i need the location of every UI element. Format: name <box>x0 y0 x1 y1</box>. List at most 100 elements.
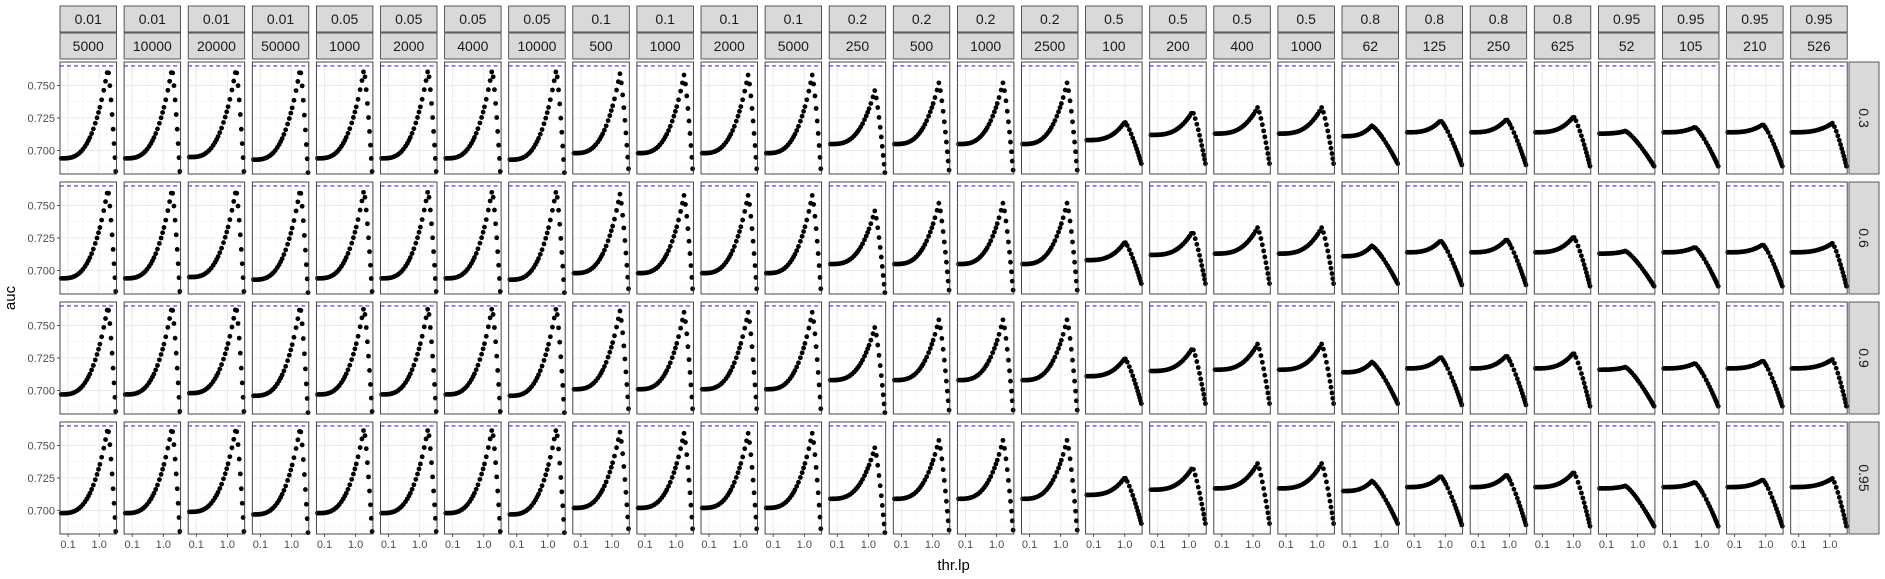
data-point <box>219 125 224 131</box>
data-point <box>239 500 245 506</box>
column-strip-bottom <box>508 32 566 60</box>
data-point <box>1507 122 1513 127</box>
data-point <box>353 104 359 110</box>
data-point <box>541 121 547 127</box>
data-point <box>355 454 361 460</box>
data-point <box>235 203 241 209</box>
facet-panel <box>635 421 696 535</box>
data-point <box>1829 357 1835 362</box>
data-point <box>369 169 375 174</box>
data-point <box>173 232 179 238</box>
facet-panel <box>763 421 824 535</box>
column-strip-top <box>251 5 310 33</box>
data-point <box>215 134 221 140</box>
data-point <box>941 119 947 125</box>
data-point <box>880 392 886 398</box>
data-point <box>113 529 119 534</box>
data-point <box>868 337 874 343</box>
panel-border <box>251 61 310 175</box>
data-point <box>155 126 160 132</box>
data-point <box>89 251 94 257</box>
data-point <box>863 350 869 355</box>
data-point <box>473 251 479 256</box>
data-point <box>943 368 948 374</box>
data-point <box>165 325 171 330</box>
data-point <box>96 466 101 472</box>
data-point <box>622 117 628 123</box>
column-strip-bottom-label: 500 <box>910 38 934 54</box>
data-point <box>1450 379 1456 384</box>
data-point <box>485 445 491 450</box>
data-point <box>547 334 553 340</box>
data-point <box>1584 270 1589 275</box>
data-point <box>738 461 744 466</box>
column-strip-top <box>764 5 822 33</box>
facet-panel <box>1661 301 1721 415</box>
data-point <box>365 339 370 345</box>
data-point <box>747 202 752 207</box>
data-point <box>1715 163 1721 169</box>
data-point <box>221 120 226 125</box>
column-strip-top <box>957 5 1015 33</box>
panel-border <box>444 301 502 415</box>
data-point <box>1328 265 1334 271</box>
data-point <box>349 476 355 482</box>
data-point <box>225 224 231 230</box>
data-point <box>737 229 742 234</box>
data-point <box>690 286 696 292</box>
data-point <box>493 101 499 106</box>
panel-border <box>956 61 1015 175</box>
column-strip-bottom <box>59 32 117 60</box>
data-point <box>158 472 164 477</box>
panel-border <box>187 181 246 295</box>
data-point <box>409 486 415 492</box>
data-point <box>366 353 371 359</box>
data-point <box>543 115 549 121</box>
data-point <box>1769 258 1775 263</box>
data-point <box>996 95 1002 100</box>
data-point <box>993 225 999 231</box>
data-point <box>106 308 111 313</box>
data-point <box>1138 161 1144 166</box>
data-point <box>477 476 483 482</box>
data-point <box>163 217 169 223</box>
facet-panel <box>1340 61 1401 175</box>
data-point <box>430 235 435 241</box>
data-point <box>1579 371 1584 376</box>
data-point <box>1004 346 1010 352</box>
column-strip-top <box>700 5 758 33</box>
data-point <box>171 83 177 89</box>
column-strip-top <box>1021 5 1079 33</box>
data-point <box>862 473 867 479</box>
data-point <box>1326 372 1332 378</box>
panel-border <box>380 421 438 535</box>
data-point <box>687 490 693 496</box>
column-strip-top <box>1662 5 1720 33</box>
data-point <box>686 238 692 244</box>
data-point <box>1003 218 1009 224</box>
data-point <box>749 106 755 111</box>
data-point <box>801 108 806 114</box>
data-point <box>234 429 240 435</box>
data-point <box>814 357 820 363</box>
data-point <box>94 235 100 241</box>
data-point <box>224 229 230 235</box>
data-point <box>550 207 555 213</box>
data-point <box>1197 370 1202 376</box>
data-point <box>1263 378 1269 384</box>
data-point <box>733 474 739 480</box>
data-point <box>1067 98 1073 104</box>
data-point <box>992 229 997 235</box>
column-strip-top-label: 0.95 <box>1741 11 1768 27</box>
data-point <box>94 472 100 477</box>
data-point <box>1331 401 1337 406</box>
data-point <box>669 238 675 244</box>
data-point <box>792 368 798 374</box>
data-point <box>1004 229 1010 234</box>
data-point <box>806 88 812 94</box>
data-point <box>946 287 952 293</box>
data-point <box>927 346 933 351</box>
data-point <box>89 367 94 373</box>
panel-border <box>187 61 246 175</box>
data-point <box>1002 88 1007 94</box>
